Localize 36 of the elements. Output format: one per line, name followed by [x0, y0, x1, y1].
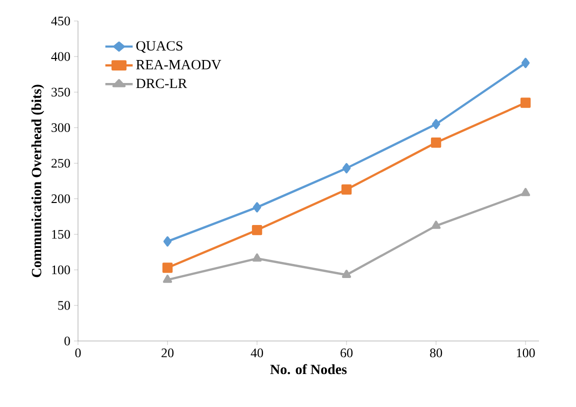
- x-tick-label: 80: [430, 348, 442, 358]
- point: [162, 274, 172, 283]
- point: [252, 202, 262, 212]
- point: [430, 137, 442, 148]
- point: [520, 98, 531, 108]
- y-tick-label: 200: [52, 194, 70, 204]
- point: [252, 253, 262, 262]
- point: [341, 184, 352, 195]
- legend-label: DRC-LR: [136, 78, 188, 88]
- point: [252, 224, 262, 236]
- x-tick-label: 40: [250, 348, 264, 358]
- y-tick-label: 350: [52, 88, 70, 96]
- point: [342, 270, 352, 278]
- y-tick-label: 250: [52, 158, 70, 168]
- y-tick-label: 100: [52, 266, 70, 274]
- x-tick-label: 0: [75, 348, 81, 358]
- point: [432, 119, 440, 130]
- point: [163, 236, 172, 247]
- legend-label: QUACS: [136, 41, 182, 53]
- x-axis-title: No. of Nodes: [270, 364, 347, 374]
- point: [431, 220, 441, 229]
- x-tick-label: 20: [162, 348, 174, 358]
- y-tick-label: 300: [52, 123, 70, 132]
- legend-label: REA-MAODV: [136, 60, 222, 70]
- y-tick-label: 0: [64, 336, 70, 346]
- x-tick-label: 60: [340, 348, 353, 358]
- point: [521, 188, 530, 196]
- y-tick-label: 400: [51, 52, 70, 61]
- y-tick-label: 50: [58, 301, 70, 310]
- point: [521, 58, 530, 68]
- x-tick-label: 100: [516, 348, 535, 358]
- point: [342, 163, 351, 174]
- point: [162, 262, 173, 273]
- y-axis-title: Communication Overhead (bits): [31, 84, 44, 278]
- y-tick-label: 150: [52, 230, 70, 239]
- y-tick-label: 450: [51, 16, 70, 26]
